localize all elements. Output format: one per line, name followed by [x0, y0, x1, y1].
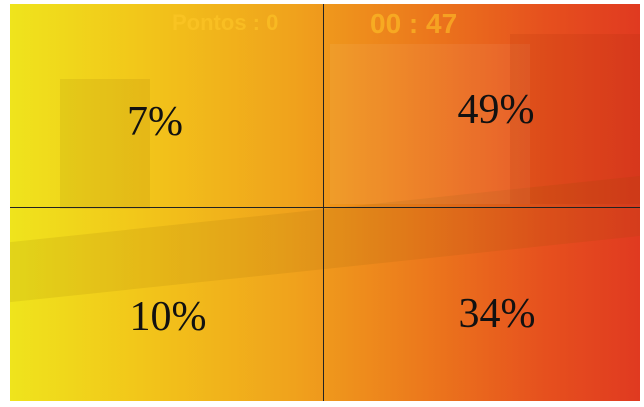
grid-divider-vertical [323, 4, 324, 401]
page: Pontos : 0 00 : 47 7% 49% 10% 34% {"hud"… [0, 0, 644, 407]
timer: 00 : 47 [370, 8, 457, 40]
quadrant-label: 10% [130, 293, 207, 341]
score: Pontos : 0 [172, 10, 278, 36]
game-screen: Pontos : 0 00 : 47 7% 49% 10% 34% [10, 4, 640, 401]
quadrant-label: 34% [459, 290, 536, 338]
quadrant-label: 7% [127, 98, 183, 146]
grid-divider-horizontal [10, 207, 640, 208]
quadrant-label: 49% [458, 86, 535, 134]
